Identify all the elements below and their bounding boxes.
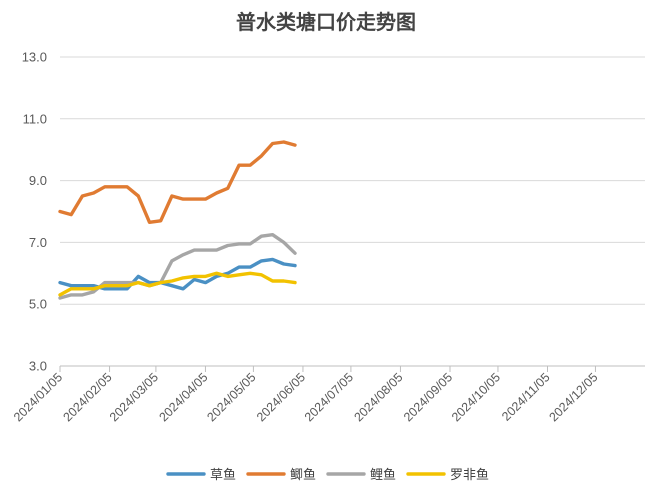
series-lines (58, 140, 297, 300)
y-tick-label: 13.0 (22, 50, 47, 65)
legend-label: 鲫鱼 (290, 467, 316, 483)
x-tick-label: 2024/07/05 (302, 370, 356, 424)
x-tick-label: 2024/05/05 (204, 370, 258, 424)
y-tick-label: 7.0 (29, 235, 47, 250)
y-axis-ticks: 3.0 5.0 7.0 9.0 11.0 13.0 (22, 50, 47, 374)
x-tick-label: 2024/11/05 (499, 370, 553, 424)
series-line-4 (58, 271, 297, 297)
x-tick-label: 2024/03/05 (107, 370, 161, 424)
x-tick-label: 2024/06/05 (254, 370, 308, 424)
x-tick-label: 2024/09/05 (401, 370, 455, 424)
x-tick-label: 2024/08/05 (351, 370, 405, 424)
legend-label: 鲤鱼 (370, 467, 396, 483)
chart-title: 普水类塘口价走势图 (236, 10, 416, 34)
y-tick-label: 11.0 (23, 111, 47, 126)
x-tick-label: 2024/10/05 (449, 370, 503, 424)
x-tick-label: 2024/04/05 (156, 370, 210, 424)
series-line-2 (58, 140, 297, 225)
x-axis-ticks: 2024/01/052024/02/052024/03/052024/04/05… (11, 366, 601, 424)
y-tick-label: 5.0 (29, 297, 47, 312)
legend: 草鱼 鲫鱼 鲤鱼 罗非鱼 (166, 467, 489, 483)
x-tick-label: 2024/12/05 (546, 370, 600, 424)
x-tick-label: 2024/01/05 (11, 370, 65, 424)
gridlines (60, 56, 645, 367)
y-tick-label: 3.0 (29, 359, 47, 374)
legend-label: 草鱼 (210, 467, 236, 483)
x-tick-label: 2024/02/05 (61, 370, 115, 424)
y-tick-label: 9.0 (29, 173, 47, 188)
legend-label: 罗非鱼 (450, 467, 489, 483)
